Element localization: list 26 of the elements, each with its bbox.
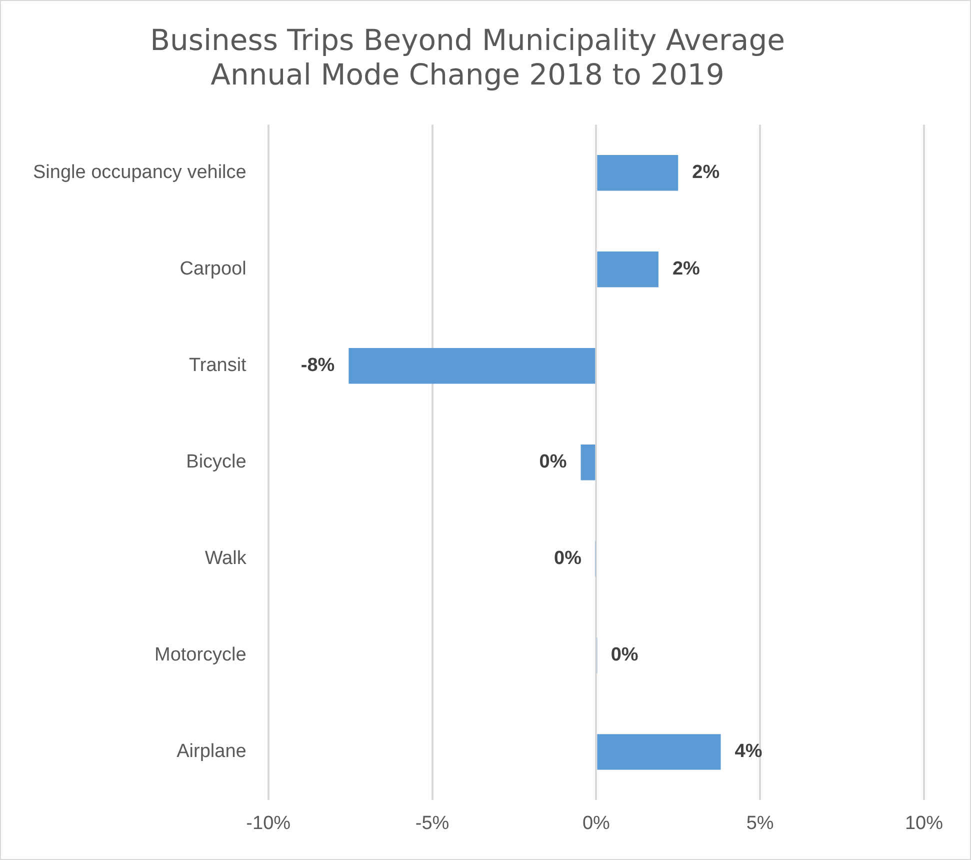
text: Business Trips Beyond Municipality Average <box>150 22 785 57</box>
y-tick-label: Airplane <box>176 741 246 762</box>
y-tick-label: Single occupancy vehilce <box>32 162 246 184</box>
data-label: 2% <box>692 162 720 184</box>
data-label: 0% <box>554 548 582 570</box>
x-tick-label: 10% <box>904 812 944 834</box>
x-tick-label: 5% <box>746 812 774 834</box>
data-label: 0% <box>539 452 567 473</box>
y-tick-label: Transit <box>188 355 248 376</box>
x-tick-label: 0% <box>582 812 610 834</box>
bar <box>597 252 658 288</box>
x-tick-label: -10% <box>246 812 291 834</box>
y-tick-label: Carpool <box>180 258 246 280</box>
bar <box>580 444 596 480</box>
y-tick-label: Motorcycle <box>154 644 246 666</box>
bar <box>597 734 721 770</box>
y-tick-label: Walk <box>204 548 247 570</box>
y-tick-label: Bicycle <box>186 452 246 473</box>
bar <box>597 155 678 191</box>
data-label: -8% <box>300 355 335 376</box>
x-tick-label: -5% <box>415 812 450 834</box>
data-label: 0% <box>610 644 638 666</box>
data-label: 2% <box>672 258 700 280</box>
text: Annual Mode Change 2018 to 2019 <box>210 58 724 92</box>
data-label: 4% <box>734 741 762 762</box>
bar <box>348 348 596 384</box>
